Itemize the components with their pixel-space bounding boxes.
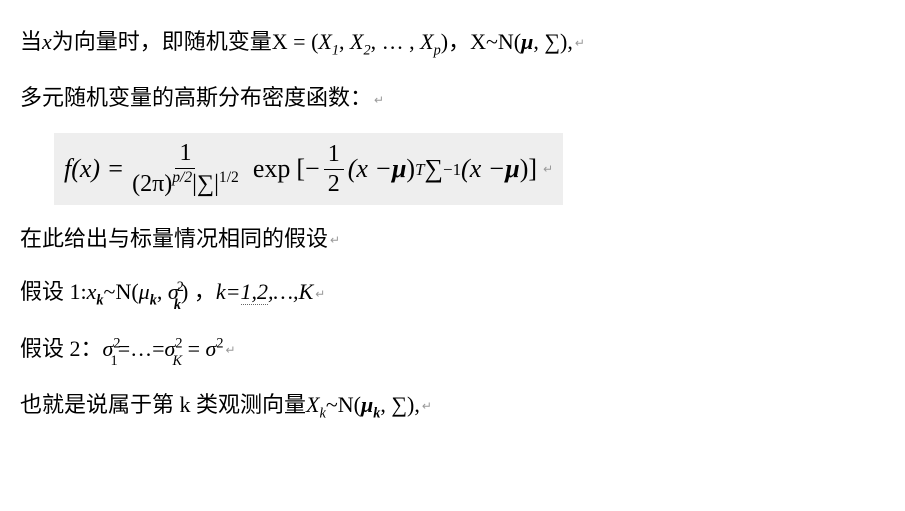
comma: , <box>157 279 168 304</box>
text: 为向量时，即随机变量 <box>52 29 272 54</box>
half-num: 1 <box>324 140 344 170</box>
text: 在此给出与标量情况相同的假设 <box>20 226 328 251</box>
Xp: X <box>420 29 433 54</box>
X1-sub: 1 <box>332 42 339 58</box>
mu: μ <box>521 29 533 54</box>
close2: ), <box>560 29 573 54</box>
Sigma-inv: ∑ <box>425 148 444 190</box>
return-mark-icon: ↵ <box>226 343 236 357</box>
density-formula: f(x) = 1 (2π)p/2|∑|1/2 exp [− 1 2 (x − μ… <box>64 139 553 199</box>
return-mark-icon: ↵ <box>315 287 325 301</box>
abs-sigma: |∑| <box>192 171 219 197</box>
K: K <box>299 279 314 304</box>
denominator: (2π)p/2|∑|1/2 <box>128 169 243 199</box>
muk: μ <box>139 279 150 304</box>
Sigma: ∑ <box>544 29 560 54</box>
comma: , <box>380 392 391 417</box>
dots: ,…, <box>268 279 299 304</box>
mu2: μ <box>505 148 519 190</box>
return-mark-icon: ↵ <box>575 36 585 50</box>
comma: , <box>339 29 350 54</box>
k12: 1,2 <box>241 279 269 305</box>
line-5: 假设 2：σ21=…=σ2K = σ2↵ <box>20 331 885 369</box>
line-6: 也就是说属于第 k 类观测向量Xk~N(μk, ∑),↵ <box>20 387 885 425</box>
muk-sub: k <box>150 293 157 309</box>
neg1: −1 <box>443 156 461 183</box>
prefix: 假设 1: <box>20 279 87 304</box>
two-pi: (2π) <box>132 171 172 197</box>
close: ) ， <box>181 279 216 304</box>
ellipsis: , … , <box>371 29 421 54</box>
close: )， <box>441 29 470 54</box>
xk-sub: k <box>96 293 103 309</box>
fraction-1: 1 (2π)p/2|∑|1/2 <box>128 139 243 199</box>
formula-box: f(x) = 1 (2π)p/2|∑|1/2 exp [− 1 2 (x − μ… <box>54 133 563 205</box>
text: 当 <box>20 29 42 54</box>
fx: f(x) = <box>64 148 124 190</box>
close: ), <box>407 392 420 417</box>
X2: X <box>350 29 363 54</box>
exp-half: 1/2 <box>219 169 239 186</box>
return-mark-icon: ↵ <box>330 233 340 247</box>
x-mu-1: (x − <box>348 148 392 190</box>
X2-sub: 2 <box>363 42 370 58</box>
sig-sup: 2 <box>216 335 223 351</box>
comma: , <box>533 29 544 54</box>
exp: exp <box>253 148 291 190</box>
lbracket: [− <box>296 148 319 190</box>
line-1: 当x为向量时，即随机变量X = (X1, X2, … , Xp)，X~N(μ, … <box>20 24 885 62</box>
exp-p2: p/2 <box>172 169 192 186</box>
Xk: X <box>306 392 319 417</box>
xk: x <box>87 279 97 304</box>
sigk-sub: k <box>174 297 181 313</box>
sig: σ <box>206 336 217 361</box>
line-3: 在此给出与标量情况相同的假设↵ <box>20 221 885 256</box>
line-4: 假设 1:xk~N(μk, σ2k) ，k=1,2,…,K↵ <box>20 274 885 312</box>
eq2: = <box>182 336 205 361</box>
prefix: 假设 2： <box>20 336 103 361</box>
X-eq: X = ( <box>272 29 319 54</box>
tilde: ~N( <box>104 279 139 304</box>
return-mark-icon: ↵ <box>543 160 553 179</box>
sigK-sub: K <box>173 353 183 369</box>
fraction-half: 1 2 <box>324 140 344 199</box>
numerator: 1 <box>175 139 195 169</box>
Xp-sub: p <box>434 42 441 58</box>
line-2: 多元随机变量的高斯分布密度函数：↵ <box>20 80 885 115</box>
close2: )] <box>520 148 537 190</box>
text: 多元随机变量的高斯分布密度函数： <box>20 85 372 110</box>
tilde: ~N( <box>326 392 361 417</box>
sig1-sub: 1 <box>111 353 118 369</box>
return-mark-icon: ↵ <box>374 93 384 107</box>
X1: X <box>318 29 331 54</box>
distrib: X~N( <box>470 29 521 54</box>
close1: ) <box>406 148 415 190</box>
x-mu-2: (x − <box>461 148 505 190</box>
half-den: 2 <box>324 170 344 199</box>
muk-bold: μ <box>361 392 373 417</box>
Sigma: ∑ <box>391 392 407 417</box>
text: 也就是说属于第 k 类观测向量 <box>20 392 306 417</box>
eq1: =…= <box>118 336 165 361</box>
mu1: μ <box>392 148 406 190</box>
var-x: x <box>42 29 52 54</box>
k-eq: k= <box>216 279 241 304</box>
return-mark-icon: ↵ <box>422 399 432 413</box>
transpose: T <box>415 156 424 183</box>
